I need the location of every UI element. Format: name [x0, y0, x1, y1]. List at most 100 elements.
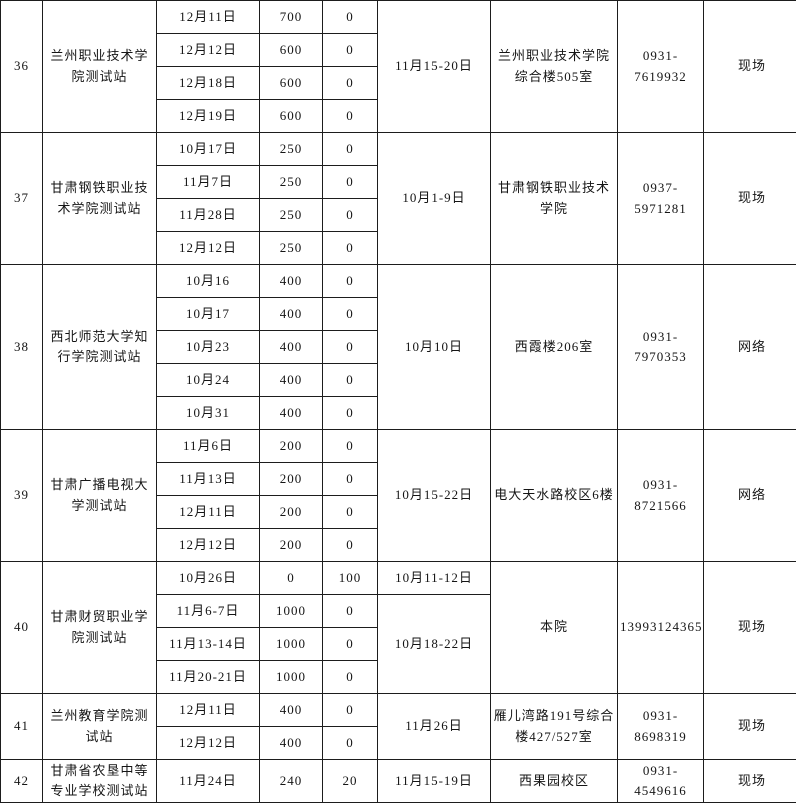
session-quota-cell: 1000 [260, 661, 323, 694]
session-quota-cell: 0 [260, 562, 323, 595]
session-quota-cell: 400 [260, 331, 323, 364]
session-date-cell: 11月6日 [157, 430, 260, 463]
station-id-cell: 38 [1, 265, 43, 430]
session-date-cell: 12月11日 [157, 1, 260, 34]
session-date-cell: 11月20-21日 [157, 661, 260, 694]
session-quota-cell: 600 [260, 100, 323, 133]
session-quota-cell: 700 [260, 1, 323, 34]
station-name-cell: 兰州教育学院测 试站 [43, 694, 157, 760]
session-date-cell: 11月13-14日 [157, 628, 260, 661]
session-date-cell: 11月28日 [157, 199, 260, 232]
session-extra-cell: 0 [323, 727, 378, 760]
session-quota-cell: 250 [260, 166, 323, 199]
session-quota-cell: 400 [260, 397, 323, 430]
signup-method-cell: 现场 [704, 1, 796, 133]
station-name-cell: 甘肃广播电视大 学测试站 [43, 430, 157, 562]
location-cell: 甘肃钢铁职业技术 学院 [491, 133, 618, 265]
signup-method-cell: 现场 [704, 562, 796, 694]
session-extra-cell: 0 [323, 628, 378, 661]
phone-cell: 13993124365 [618, 562, 704, 694]
phone-cell: 0937- 5971281 [618, 133, 704, 265]
location-cell: 电大天水路校区6楼 [491, 430, 618, 562]
session-extra-cell: 0 [323, 463, 378, 496]
location-cell: 雁儿湾路191号综合 楼427/527室 [491, 694, 618, 760]
session-extra-cell: 0 [323, 34, 378, 67]
session-date-cell: 11月24日 [157, 760, 260, 803]
session-date-cell: 10月16 [157, 265, 260, 298]
location-cell: 西果园校区 [491, 760, 618, 803]
session-extra-cell: 0 [323, 661, 378, 694]
session-extra-cell: 0 [323, 100, 378, 133]
session-quota-cell: 400 [260, 364, 323, 397]
session-date-cell: 11月7日 [157, 166, 260, 199]
signup-method-cell: 网络 [704, 430, 796, 562]
session-date-cell: 10月17日 [157, 133, 260, 166]
session-date-cell: 12月12日 [157, 34, 260, 67]
session-date-cell: 10月31 [157, 397, 260, 430]
session-quota-cell: 200 [260, 496, 323, 529]
session-extra-cell: 0 [323, 364, 378, 397]
session-extra-cell: 0 [323, 1, 378, 34]
session-quota-cell: 1000 [260, 595, 323, 628]
station-id-cell: 39 [1, 430, 43, 562]
signup-method-cell: 现场 [704, 760, 796, 803]
phone-cell: 0931- 8721566 [618, 430, 704, 562]
signup-method-cell: 现场 [704, 694, 796, 760]
session-quota-cell: 600 [260, 34, 323, 67]
session-extra-cell: 0 [323, 529, 378, 562]
session-quota-cell: 200 [260, 430, 323, 463]
session-quota-cell: 400 [260, 298, 323, 331]
signup-period-cell: 10月10日 [378, 265, 491, 430]
session-extra-cell: 0 [323, 166, 378, 199]
session-extra-cell: 0 [323, 199, 378, 232]
session-date-cell: 12月18日 [157, 67, 260, 100]
session-extra-cell: 0 [323, 694, 378, 727]
station-id-cell: 36 [1, 1, 43, 133]
session-date-cell: 11月13日 [157, 463, 260, 496]
session-quota-cell: 250 [260, 133, 323, 166]
station-name-cell: 兰州职业技术学 院测试站 [43, 1, 157, 133]
session-date-cell: 12月12日 [157, 529, 260, 562]
session-date-cell: 12月11日 [157, 694, 260, 727]
session-extra-cell: 0 [323, 331, 378, 364]
signup-period-cell: 10月15-22日 [378, 430, 491, 562]
signup-period-cell: 10月1-9日 [378, 133, 491, 265]
session-extra-cell: 0 [323, 595, 378, 628]
session-extra-cell: 20 [323, 760, 378, 803]
phone-cell: 0931- 7970353 [618, 265, 704, 430]
station-name-cell: 西北师范大学知 行学院测试站 [43, 265, 157, 430]
signup-period-cell: 10月18-22日 [378, 595, 491, 694]
session-date-cell: 12月19日 [157, 100, 260, 133]
session-quota-cell: 200 [260, 529, 323, 562]
session-date-cell: 10月17 [157, 298, 260, 331]
session-extra-cell: 0 [323, 232, 378, 265]
session-date-cell: 10月26日 [157, 562, 260, 595]
session-extra-cell: 0 [323, 133, 378, 166]
session-quota-cell: 250 [260, 199, 323, 232]
session-quota-cell: 200 [260, 463, 323, 496]
location-cell: 兰州职业技术学院 综合楼505室 [491, 1, 618, 133]
session-extra-cell: 0 [323, 496, 378, 529]
station-id-cell: 41 [1, 694, 43, 760]
station-id-cell: 40 [1, 562, 43, 694]
session-quota-cell: 400 [260, 727, 323, 760]
session-quota-cell: 600 [260, 67, 323, 100]
session-quota-cell: 1000 [260, 628, 323, 661]
session-quota-cell: 240 [260, 760, 323, 803]
location-cell: 本院 [491, 562, 618, 694]
session-date-cell: 12月11日 [157, 496, 260, 529]
session-date-cell: 12月12日 [157, 727, 260, 760]
session-quota-cell: 250 [260, 232, 323, 265]
session-extra-cell: 0 [323, 298, 378, 331]
session-quota-cell: 400 [260, 694, 323, 727]
session-extra-cell: 0 [323, 430, 378, 463]
signup-period-cell: 10月11-12日 [378, 562, 491, 595]
signup-period-cell: 11月15-20日 [378, 1, 491, 133]
session-quota-cell: 400 [260, 265, 323, 298]
